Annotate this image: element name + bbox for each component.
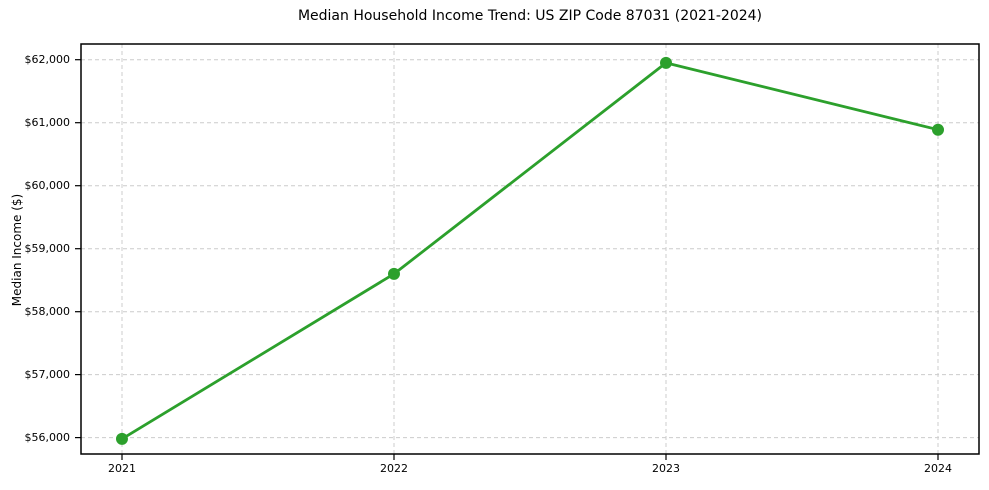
chart-title: Median Household Income Trend: US ZIP Co…: [297, 8, 763, 24]
x-tick-label: 2023: [652, 462, 680, 475]
data-point-marker: [116, 432, 128, 445]
y-tick-label: $58,000: [24, 304, 71, 318]
y-tick-label: $57,000: [24, 367, 71, 381]
y-tick-label: $59,000: [24, 241, 71, 255]
y-tick-label: $60,000: [24, 178, 71, 192]
data-point-marker: [932, 123, 944, 136]
x-tick-label: 2022: [380, 462, 408, 475]
x-tick-label: 2021: [108, 462, 136, 475]
data-point-marker: [388, 267, 400, 280]
data-point-marker: [660, 56, 672, 69]
y-tick-label: $61,000: [24, 115, 71, 129]
y-tick-label: $62,000: [24, 52, 71, 66]
trend-line: [120, 61, 940, 441]
y-tick-label: $56,000: [24, 430, 71, 444]
x-tick-label: 2024: [924, 462, 952, 475]
plot-border: [80, 43, 980, 455]
